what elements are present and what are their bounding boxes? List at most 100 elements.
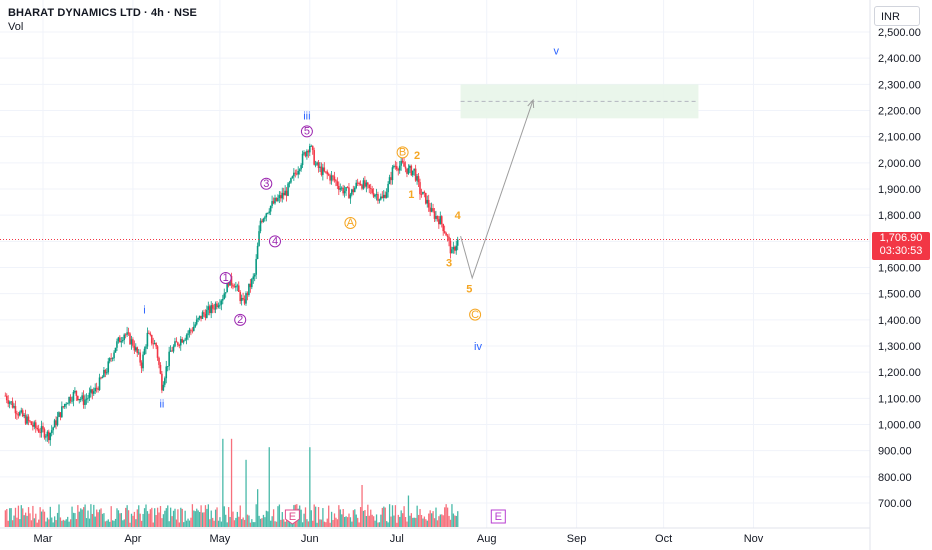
volume-bar (271, 516, 273, 527)
candle-body (319, 166, 321, 168)
candle-body (169, 350, 172, 352)
volume-bar (419, 509, 421, 527)
candle-body (43, 429, 46, 438)
candle-body (332, 175, 334, 177)
candle-body (184, 339, 186, 341)
x-tick-label: Mar (34, 533, 53, 545)
candle-body (113, 352, 115, 359)
candle-body (393, 165, 395, 168)
volume-bar (48, 519, 50, 527)
volume-bar (313, 504, 315, 527)
candle-body (346, 187, 349, 188)
volume-bar (439, 514, 441, 527)
volume-bar (422, 518, 424, 527)
candle-body (132, 339, 134, 346)
candle-body (204, 313, 207, 318)
volume-bar (261, 518, 263, 527)
volume-bar (394, 505, 397, 527)
volume-bar (333, 513, 336, 527)
volume-bar (315, 506, 317, 527)
candle-body (66, 403, 69, 405)
candle-body (58, 412, 60, 417)
candle-body (339, 188, 342, 190)
volume-bar (65, 519, 67, 527)
candle-body (362, 180, 365, 189)
candle-body (322, 167, 324, 175)
candle-body (59, 412, 62, 418)
candle-body (280, 195, 282, 199)
volume-bar (175, 519, 178, 527)
volume-bar (381, 507, 383, 527)
candle-body (168, 351, 170, 367)
candle-body (236, 285, 239, 287)
candle-body (56, 416, 59, 426)
wave-label: 4 (272, 236, 278, 248)
candle-body (95, 387, 98, 389)
candle-body (79, 398, 82, 400)
volume-bar (197, 510, 199, 527)
volume-bar (55, 520, 57, 527)
volume-bar (23, 515, 25, 527)
volume-bar (120, 513, 122, 527)
candle-body (377, 194, 379, 201)
volume-bar (106, 520, 108, 527)
volume-bar (336, 519, 339, 527)
candle-body (430, 208, 433, 212)
candle-body (417, 176, 420, 183)
candle-body (352, 189, 355, 193)
volume-bar (49, 506, 51, 527)
volume-bar (345, 516, 347, 527)
volume-bar (207, 504, 209, 527)
candle-body (201, 312, 204, 319)
candle-body (243, 299, 246, 304)
volume-bar (355, 514, 357, 527)
candle-body (206, 309, 208, 318)
candle-body (400, 160, 402, 166)
symbol-title[interactable]: BHARAT DYNAMICS LTD · 4h · NSE (8, 7, 197, 19)
volume-bar (103, 513, 105, 527)
volume-bar (6, 508, 8, 527)
currency-button[interactable]: INR (874, 6, 920, 26)
wave-label: iv (474, 341, 482, 353)
wave-label: 3 (263, 178, 269, 190)
volume-bar (410, 513, 412, 527)
volume-bar (45, 521, 47, 527)
wave-label: 3 (446, 257, 452, 269)
volume-bar (59, 517, 62, 527)
candle-body (127, 332, 130, 334)
volume-bar (354, 509, 356, 527)
candle-body (69, 397, 72, 402)
candle-body (432, 208, 434, 212)
candle-body (52, 427, 54, 431)
volume-bar (159, 506, 162, 527)
x-tick-label: Jun (301, 533, 319, 545)
volume-bar (317, 507, 320, 527)
volume-bar (330, 511, 333, 527)
volume-indicator-label[interactable]: Vol (8, 21, 24, 33)
volume-bar (384, 507, 386, 527)
volume-bar (370, 509, 372, 527)
candle-body (165, 366, 168, 379)
earnings-marker (284, 509, 300, 525)
candle-body (133, 345, 136, 351)
volume-bar (214, 509, 217, 527)
volume-bar (36, 522, 38, 527)
volume-bar (223, 506, 225, 527)
volume-bar (303, 513, 305, 527)
volume-bar (88, 518, 91, 527)
candle-body (368, 184, 371, 189)
volume-bar (64, 520, 66, 527)
volume-bar (154, 508, 156, 527)
volume-bar (101, 513, 104, 527)
candle-body (159, 364, 162, 374)
volume-bar (428, 513, 430, 527)
volume-bar (280, 519, 282, 527)
volume-bar (30, 520, 33, 527)
candle-body (343, 191, 346, 194)
candle-body (62, 406, 65, 408)
candle-body (29, 420, 31, 422)
volume-bar (148, 513, 150, 527)
volume-bar (441, 514, 443, 527)
